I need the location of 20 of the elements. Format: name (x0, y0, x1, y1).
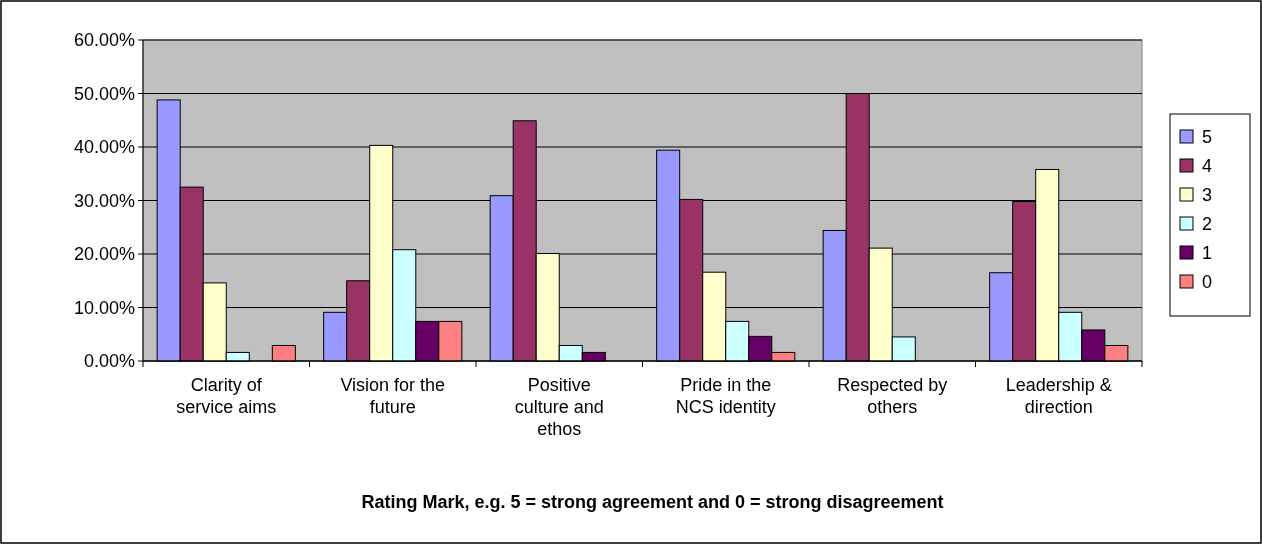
x-axis-title: Rating Mark, e.g. 5 = strong agreement and 0 = strong disagreement (361, 492, 944, 512)
legend-label: 5 (1202, 127, 1213, 148)
legend-label: 1 (1202, 243, 1213, 264)
y-tick-label: 20.00% (73, 244, 135, 265)
x-tick-label: Clarity of service aims (176, 375, 277, 417)
y-tick-label: 0.00% (83, 351, 135, 372)
x-tick-label: Respected by others (837, 375, 948, 417)
y-tick-label: 10.00% (73, 297, 135, 318)
y-tick-label: 40.00% (73, 137, 135, 158)
legend-label: 3 (1202, 185, 1213, 206)
x-tick-label: Vision for the future (340, 375, 446, 417)
x-tick-label: Pride in the NCS identity (675, 375, 776, 417)
x-tick-label: Leadership & direction (1005, 375, 1112, 417)
x-tick-label: Positive culture and ethos (514, 375, 604, 439)
legend-label: 4 (1202, 156, 1213, 177)
legend-label: 0 (1202, 272, 1213, 293)
legend-label: 2 (1202, 214, 1213, 235)
y-tick-label: 60.00% (73, 30, 135, 51)
y-tick-label: 30.00% (73, 190, 135, 211)
y-tick-label: 50.00% (73, 83, 135, 104)
